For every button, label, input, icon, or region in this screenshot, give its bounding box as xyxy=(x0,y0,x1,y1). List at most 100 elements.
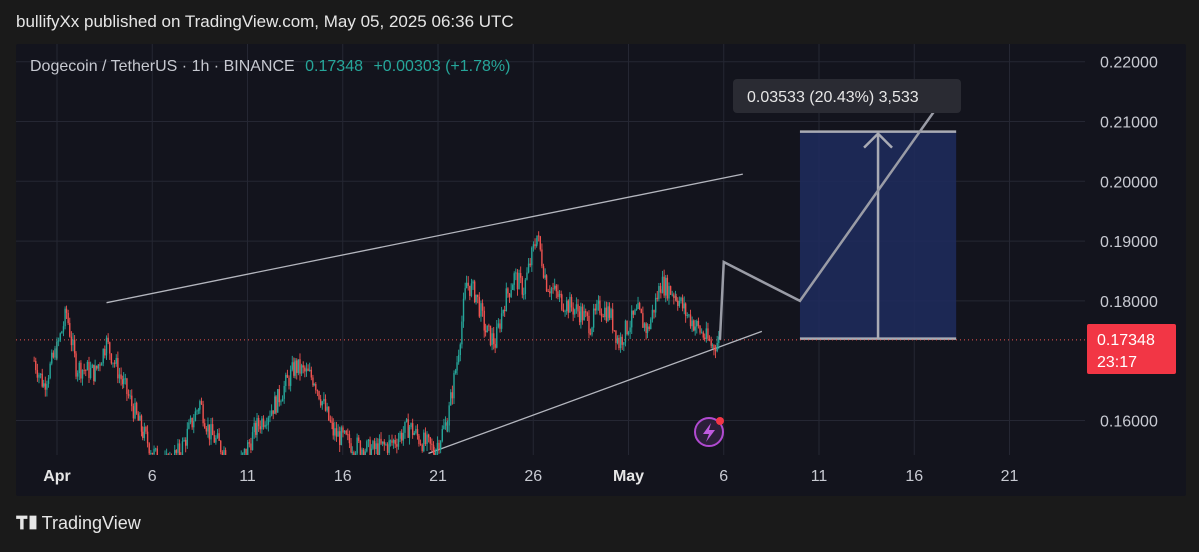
candle-body xyxy=(421,444,423,451)
candle-body xyxy=(140,415,143,432)
candle-body xyxy=(693,320,695,331)
candle-body xyxy=(465,282,468,289)
candle-body xyxy=(216,433,219,438)
candle-body xyxy=(211,424,214,436)
candle-body xyxy=(561,294,563,310)
candle-body xyxy=(47,378,50,384)
candle-body xyxy=(435,449,437,455)
candle-body xyxy=(656,297,658,299)
candle-body xyxy=(189,417,192,423)
candle-body xyxy=(256,417,258,435)
candle-body xyxy=(202,404,204,424)
candle-body xyxy=(669,286,672,295)
candle-body xyxy=(385,444,387,446)
candle-body xyxy=(569,296,571,313)
symbol-label: Dogecoin / TetherUS · 1h · BINANCE xyxy=(30,58,295,75)
candle-body xyxy=(253,423,255,433)
candle-body xyxy=(131,395,133,407)
candle-body xyxy=(526,272,528,280)
candle-body xyxy=(602,316,604,318)
candle-body xyxy=(231,461,232,462)
candle-body xyxy=(86,361,89,371)
candle-body xyxy=(627,332,630,335)
candle-body xyxy=(370,448,373,455)
publisher-line: bullifyXx published on TradingView.com, … xyxy=(16,12,514,31)
candle-body xyxy=(570,296,573,308)
candle-body xyxy=(359,440,362,455)
candle-body xyxy=(41,373,43,387)
candle-body xyxy=(708,338,711,341)
candle-body xyxy=(150,452,152,454)
candle-body xyxy=(115,357,117,364)
candle-body xyxy=(259,426,261,430)
candle-body xyxy=(56,340,58,359)
candle-body xyxy=(642,313,644,328)
candle-body xyxy=(39,373,42,375)
candle-body xyxy=(112,362,114,364)
candle-body xyxy=(550,288,553,294)
candle-body xyxy=(113,362,116,364)
candle-body xyxy=(70,336,73,346)
candle-body xyxy=(508,293,511,297)
candle-body xyxy=(531,247,533,266)
candle-body xyxy=(194,411,197,422)
candle-body xyxy=(315,384,317,391)
candle-body xyxy=(544,275,546,278)
candle-body xyxy=(340,427,343,445)
candle-body xyxy=(160,471,161,476)
candle-body xyxy=(171,456,172,464)
candle-body xyxy=(383,441,385,445)
candle-body xyxy=(107,337,109,343)
candle-body xyxy=(88,361,90,378)
candle-body xyxy=(694,326,696,331)
candle-body xyxy=(524,279,527,294)
candle-body xyxy=(480,303,482,317)
candle-body xyxy=(233,459,234,461)
candle-body xyxy=(678,300,681,307)
candle-body xyxy=(386,444,389,453)
lightning-icon[interactable] xyxy=(694,417,724,447)
candle-body xyxy=(163,467,164,472)
candle-body xyxy=(462,298,465,322)
candle-body xyxy=(629,327,631,333)
candle-body xyxy=(689,314,692,327)
candle-body xyxy=(621,336,623,345)
candle-body xyxy=(635,309,638,311)
candle-body xyxy=(588,315,590,334)
candle-body xyxy=(426,434,428,445)
candle-body xyxy=(142,431,144,439)
candle-body xyxy=(711,345,714,346)
candle-body xyxy=(81,369,84,379)
candle-body xyxy=(718,336,720,343)
candle-body xyxy=(671,294,673,296)
x-tick-label: 26 xyxy=(524,468,542,485)
candle-body xyxy=(281,398,284,402)
candle-body xyxy=(536,235,538,245)
candle-body xyxy=(151,452,154,455)
candle-body xyxy=(145,426,147,432)
candle-body xyxy=(450,392,452,406)
x-tick-label: 11 xyxy=(239,468,256,485)
candle-body xyxy=(418,435,420,444)
candle-body xyxy=(164,457,165,467)
candle-body xyxy=(448,405,450,426)
candle-body xyxy=(388,440,390,453)
candle-body xyxy=(597,300,600,304)
candle-body xyxy=(51,352,53,364)
candle-body xyxy=(35,360,37,371)
candle-body xyxy=(218,433,220,441)
candle-body xyxy=(539,236,541,250)
candle-body xyxy=(143,426,146,439)
candle-body xyxy=(461,321,463,345)
candle-body xyxy=(193,421,195,428)
candle-body xyxy=(581,306,584,321)
measure-label-bg xyxy=(733,79,961,113)
candle-body xyxy=(407,419,409,438)
candle-body xyxy=(337,431,339,437)
candle-body xyxy=(392,439,395,443)
candle-body xyxy=(153,448,155,455)
x-tick-label: 6 xyxy=(148,468,157,485)
candle-body xyxy=(262,418,265,427)
candle-body xyxy=(59,333,61,341)
